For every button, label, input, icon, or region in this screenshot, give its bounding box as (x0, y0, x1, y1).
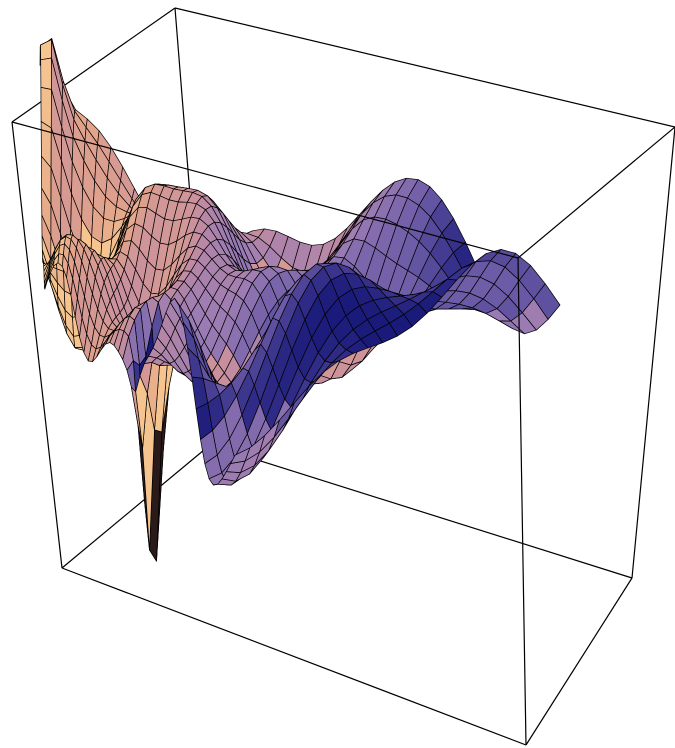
box-edge-front-right-vertical (517, 257, 527, 746)
box-edge-top-left (11, 7, 176, 123)
box-edge-top-front (11, 121, 519, 259)
box-edge-top-right (517, 126, 675, 259)
box-edge-front-bottom (61, 567, 527, 746)
box-edge-right-vertical (631, 126, 675, 579)
box-edge-top-back (174, 7, 675, 128)
box-edge-bottom-right (525, 577, 633, 746)
box-edge-back-bottom-right (209, 444, 633, 579)
bounding-box-front (11, 121, 675, 746)
surface-mesh (39, 38, 561, 562)
surface-facet (40, 39, 52, 61)
box-edge-front-left-vertical (11, 121, 63, 569)
surface-facet (40, 57, 52, 90)
surface-facet (230, 447, 251, 464)
box-edge-back-bottom-left (61, 444, 211, 569)
